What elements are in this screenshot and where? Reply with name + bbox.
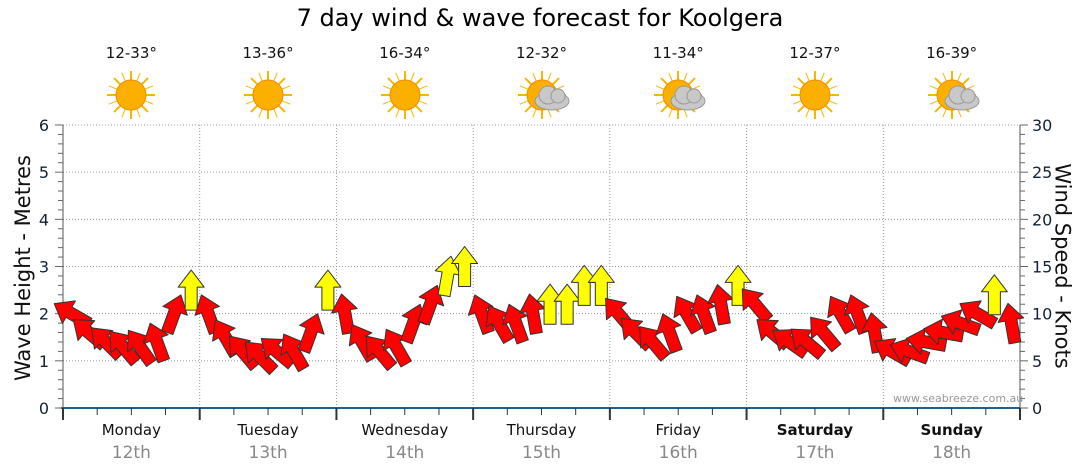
day-date: 17th	[795, 443, 835, 463]
y-tick-label-right: 10	[1032, 305, 1052, 324]
wind-arrow	[724, 264, 752, 306]
day-date: 18th	[932, 443, 972, 463]
wind-arrow	[980, 274, 1008, 316]
day-name: Monday	[101, 421, 161, 439]
partly-cloudy-icon	[517, 71, 569, 119]
wind-arrow	[331, 293, 358, 335]
chart-title: 7 day wind & wave forecast for Koolgera	[296, 4, 784, 32]
wind-arrow	[229, 335, 261, 372]
wind-arrow	[297, 313, 325, 354]
wind-arrow	[314, 269, 342, 311]
day-temperature: 12-33°	[105, 44, 157, 62]
y-tick-label-left: 2	[39, 305, 49, 324]
wind-arrow	[940, 309, 982, 337]
wind-arrow	[143, 322, 170, 364]
y-tick-label-left: 1	[39, 352, 49, 371]
day-name: Friday	[655, 421, 701, 439]
y-tick-label-left: 6	[39, 116, 49, 135]
day-name: Saturday	[776, 421, 854, 439]
y-tick-label-right: 5	[1032, 352, 1042, 371]
wind-arrow	[260, 338, 297, 370]
day-date: 14th	[385, 443, 425, 463]
day-temperature: 13-36°	[242, 44, 294, 62]
sun-icon	[107, 71, 156, 119]
partly-cloudy-icon	[654, 71, 706, 119]
y-tick-label-left: 5	[39, 163, 49, 182]
day-name: Wednesday	[361, 421, 449, 439]
day-name: Tuesday	[237, 421, 299, 439]
y-tick-label-left: 3	[39, 258, 49, 277]
wind-arrow	[451, 246, 479, 287]
wind-arrow	[922, 318, 965, 346]
sun-icon	[244, 71, 293, 119]
y-axis-label-left: Wave Height - Metres	[10, 155, 35, 381]
wind-arrow	[553, 283, 581, 325]
day-temperature: 12-37°	[789, 44, 841, 62]
wind-arrow	[161, 294, 188, 336]
wind-arrow	[690, 294, 717, 336]
wind-arrow	[997, 302, 1025, 345]
day-date: 12th	[111, 443, 151, 463]
wind-arrow	[655, 313, 683, 354]
wind-arrow	[417, 284, 445, 326]
y-tick-label-left: 4	[39, 210, 49, 229]
y-tick-label-right: 15	[1032, 258, 1052, 277]
day-date: 16th	[658, 443, 698, 463]
wind-arrow	[741, 288, 774, 324]
wind-arrow	[177, 269, 205, 311]
day-temperature: 12-32°	[515, 44, 568, 62]
sun-icon	[790, 71, 839, 119]
wind-arrow	[959, 300, 999, 330]
wind-arrow	[810, 316, 842, 353]
wind-arrow	[502, 303, 529, 345]
day-date: 13th	[248, 443, 288, 463]
day-date: 15th	[521, 443, 562, 463]
y-tick-label-right: 25	[1032, 163, 1052, 182]
y-tick-label-left: 0	[39, 399, 49, 418]
day-name: Thursday	[506, 421, 577, 439]
y-axis-label-right: Wind Speed - Knots	[1050, 163, 1075, 369]
wind-arrow	[843, 294, 871, 336]
day-temperature: 11-34°	[652, 44, 704, 62]
day-name: Sunday	[920, 421, 983, 439]
wind-arrow	[587, 264, 615, 306]
y-tick-label-right: 20	[1032, 210, 1052, 229]
sun-icon	[380, 71, 429, 119]
watermark: www.seabreeze.com.au	[893, 392, 1024, 405]
partly-cloudy-icon	[927, 71, 980, 119]
y-tick-label-right: 0	[1032, 399, 1042, 418]
day-temperature: 16-34°	[379, 44, 431, 62]
y-tick-label-right: 30	[1032, 116, 1052, 135]
day-temperature: 16-39°	[926, 44, 978, 62]
